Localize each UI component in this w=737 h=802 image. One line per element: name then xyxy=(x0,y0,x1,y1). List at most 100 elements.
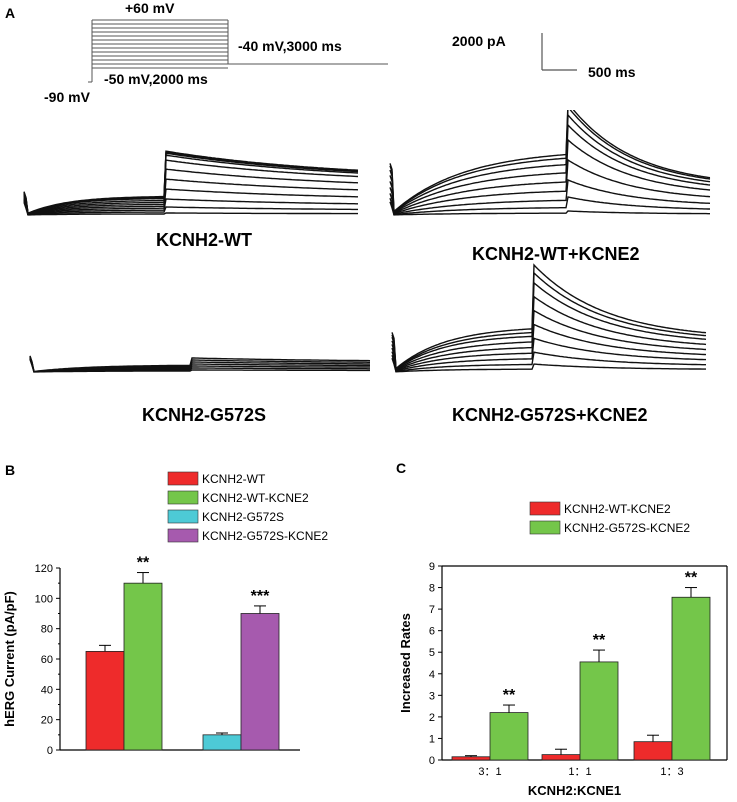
legend-swatch xyxy=(167,509,199,524)
panel-letter-c: C xyxy=(396,460,407,476)
current-trace xyxy=(23,198,358,216)
bar xyxy=(541,754,581,761)
x-tick-label: 3：1 xyxy=(478,766,501,778)
current-trace xyxy=(391,281,707,371)
trace-family-kcnh2-g572s xyxy=(29,355,371,373)
x-tick-label: 1：3 xyxy=(660,766,683,778)
trace-family-kcnh2-wt-kcne2 xyxy=(389,110,711,216)
current-trace xyxy=(389,113,711,214)
trace-family-kcnh2-wt xyxy=(23,150,359,216)
legend-label: KCNH2-WT-KCNE2 xyxy=(564,502,671,516)
y-tick-label: 4 xyxy=(429,669,435,681)
current-trace xyxy=(23,151,359,215)
significance-marker: ** xyxy=(503,687,516,704)
x-tick-label: 1：1 xyxy=(568,766,591,778)
current-trace xyxy=(391,271,707,371)
current-trace xyxy=(389,158,711,215)
current-trace xyxy=(391,263,707,370)
bar xyxy=(489,712,529,761)
current-trace xyxy=(391,323,707,372)
y-tick-label: 7 xyxy=(429,604,435,616)
y-tick-label: 6 xyxy=(429,626,435,638)
protocol-steps xyxy=(88,19,388,83)
legend: KCNH2-WT KCNH2-WT-KCNE2 KCNH2-G572S KCNH2-G… xyxy=(167,471,328,543)
y-tick-label: 120 xyxy=(35,563,53,575)
current-trace xyxy=(389,123,711,214)
y-tick-label: 3 xyxy=(429,690,435,702)
significance-marker: ** xyxy=(685,570,698,587)
current-trace xyxy=(23,154,359,215)
y-axis-title: Increased Rates xyxy=(398,613,413,713)
y-tick-label: 20 xyxy=(41,715,53,727)
y-tick-label: 9 xyxy=(429,561,435,573)
legend-swatch xyxy=(167,490,199,505)
current-trace xyxy=(391,295,707,371)
significance-marker: ** xyxy=(593,632,606,649)
y-tick-label: 1 xyxy=(429,733,435,745)
significance-marker: *** xyxy=(251,588,270,605)
current-trace xyxy=(389,201,710,216)
protocol-hold-label: -90 mV xyxy=(44,89,90,105)
trace-label-kcnh2-wt-kcne2: KCNH2-WT+KCNE2 xyxy=(472,244,640,264)
current-trace xyxy=(29,355,371,373)
y-axis-title: hERG Current (pA/pF) xyxy=(2,591,17,727)
legend-swatch xyxy=(167,528,199,543)
y-tick-label: 0 xyxy=(429,755,435,767)
legend-label: KCNH2-G572S-KCNE2 xyxy=(202,529,328,543)
bar xyxy=(202,734,242,751)
legend-label: KCNH2-WT xyxy=(202,472,266,486)
current-trace xyxy=(23,168,359,215)
y-tick-label: 100 xyxy=(35,593,53,605)
current-trace xyxy=(389,110,711,213)
bar xyxy=(671,596,711,761)
voltage-protocol xyxy=(88,19,577,83)
bar xyxy=(579,661,619,761)
scale-bar xyxy=(541,33,577,71)
current-trace xyxy=(391,337,706,372)
current-trace xyxy=(391,309,707,372)
protocol-pre-label: -50 mV,2000 ms xyxy=(104,71,208,87)
legend-swatch xyxy=(529,501,561,516)
scale-current-label: 2000 pA xyxy=(452,33,506,49)
current-trace xyxy=(389,138,711,215)
current-trace xyxy=(23,178,359,215)
x-axis-title: KCNH2:KCNE1 xyxy=(528,783,621,798)
legend-swatch xyxy=(529,520,561,535)
bar xyxy=(633,741,673,761)
y-tick-label: 60 xyxy=(41,654,53,666)
legend-label: KCNH2-WT-KCNE2 xyxy=(202,491,309,505)
current-trace xyxy=(389,196,710,216)
current-trace xyxy=(23,200,358,216)
y-tick-label: 5 xyxy=(429,647,435,659)
current-trace xyxy=(23,188,358,216)
current-trace xyxy=(389,179,711,215)
y-tick-label: 80 xyxy=(41,624,53,636)
bar xyxy=(451,756,491,761)
panel-letter-a: A xyxy=(5,5,16,21)
bar xyxy=(123,582,163,751)
bar xyxy=(85,651,125,751)
trace-label-kcnh2-g572s: KCNH2-G572S xyxy=(142,405,267,425)
protocol-top-label: +60 mV xyxy=(125,0,175,16)
protocol-tail-label: -40 mV,3000 ms xyxy=(238,38,342,54)
bar xyxy=(240,613,280,751)
y-tick-label: 8 xyxy=(429,583,435,595)
current-trace xyxy=(389,110,711,214)
y-tick-label: 0 xyxy=(47,745,53,757)
legend: KCNH2-WT-KCNE2 KCNH2-G572S-KCNE2 xyxy=(529,501,690,535)
current-trace xyxy=(23,150,359,215)
panel-letter-b: B xyxy=(5,462,16,478)
legend-label: KCNH2-G572S xyxy=(202,510,284,524)
y-tick-label: 2 xyxy=(429,712,435,724)
chart-b-hERG-current: KCNH2-WT KCNH2-WT-KCNE2 KCNH2-G572S KCNH2-G… xyxy=(2,471,328,757)
chart-c-increased-rates: KCNH2-WT-KCNE2 KCNH2-G572S-KCNE2 0 1 2 3 4 5 6 7 8… xyxy=(398,501,728,798)
current-trace xyxy=(391,351,706,373)
y-tick-label: 40 xyxy=(41,684,53,696)
trace-label-kcnh2-wt: KCNH2-WT xyxy=(156,230,252,250)
current-trace xyxy=(391,357,706,373)
current-trace xyxy=(23,159,359,215)
legend-label: KCNH2-G572S-KCNE2 xyxy=(564,521,690,535)
current-traces xyxy=(23,110,711,373)
significance-marker: ** xyxy=(137,555,150,572)
trace-family-kcnh2-g572s-kcne2 xyxy=(391,263,707,373)
